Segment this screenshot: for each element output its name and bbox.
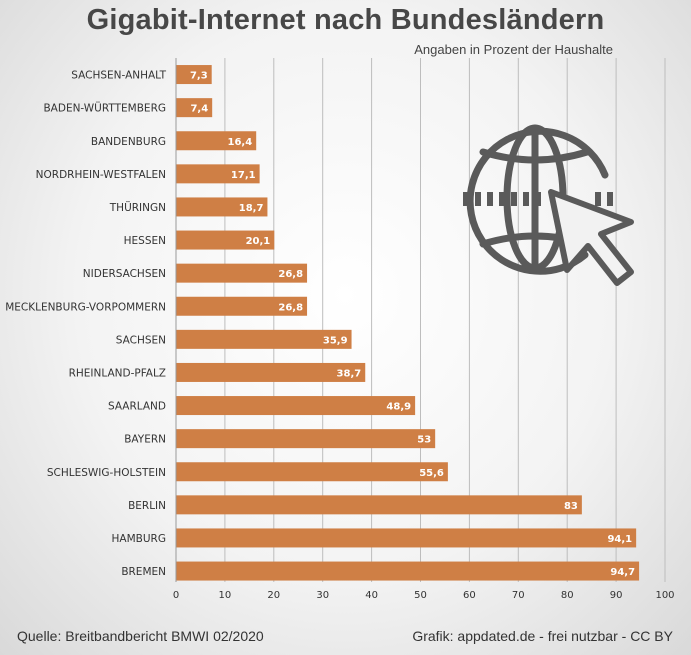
x-tick-label: 0 [173, 590, 179, 601]
bar [176, 197, 268, 217]
category-label: BAYERN [124, 434, 166, 446]
bar [176, 230, 275, 250]
data-label: 7,3 [190, 71, 208, 82]
bar [176, 98, 213, 118]
data-label: 38,7 [337, 368, 362, 379]
data-label: 16,4 [228, 137, 253, 148]
category-label: NIDERSACHSEN [83, 268, 166, 280]
bar [176, 495, 582, 515]
bar [176, 296, 308, 316]
bar [176, 263, 308, 283]
data-label: 35,9 [323, 335, 348, 346]
category-label: SACHSEN-ANHALT [71, 70, 166, 82]
data-label: 48,9 [386, 402, 411, 413]
bar [176, 561, 640, 581]
bar [176, 528, 637, 548]
chart-title: Gigabit-Internet nach Bundesländern [86, 4, 605, 36]
category-label: BANDENBURG [91, 136, 166, 148]
bar [176, 462, 448, 482]
bar [176, 396, 416, 416]
data-label: 26,8 [278, 269, 303, 280]
data-label: 7,4 [190, 104, 208, 115]
bar [176, 131, 257, 151]
bar [176, 164, 260, 184]
data-label: 94,1 [607, 534, 632, 545]
x-tick-label: 40 [365, 590, 378, 601]
x-tick-label: 100 [655, 590, 674, 601]
data-label: 20,1 [246, 236, 271, 247]
source-note: Quelle: Breitbandbericht BMWI 02/2020 [17, 628, 264, 644]
category-label: THÜRINGN [109, 201, 166, 214]
chart-subtitle: Angaben in Prozent der Haushalte [414, 42, 613, 57]
category-label: MECKLENBURG-VORPOMMERN [5, 301, 166, 313]
data-label: 83 [564, 501, 578, 512]
category-label: RHEINLAND-PFALZ [69, 367, 166, 379]
data-label: 17,1 [231, 170, 256, 181]
x-tick-label: 10 [219, 590, 232, 601]
category-label: BERLIN [128, 500, 166, 512]
category-label: HAMBURG [112, 533, 166, 545]
data-label: 18,7 [239, 203, 264, 214]
data-label: 94,7 [610, 567, 635, 578]
globe-cursor-icon [463, 124, 634, 286]
x-tick-label: 90 [610, 590, 623, 601]
bar [176, 362, 366, 382]
category-label: SACHSEN [116, 334, 166, 346]
x-tick-label: 70 [512, 590, 525, 601]
category-label: HESSEN [124, 235, 166, 247]
data-label: 26,8 [278, 302, 303, 313]
category-label: BADEN-WÜRTTEMBERG [43, 102, 166, 115]
x-tick-label: 30 [316, 590, 329, 601]
category-label: SCHLESWIG-HOLSTEIN [47, 467, 166, 479]
category-label: NORDRHEIN-WESTFALEN [36, 169, 166, 181]
x-tick-label: 60 [463, 590, 476, 601]
x-tick-label: 20 [267, 590, 280, 601]
category-label: BREMEN [121, 566, 166, 578]
x-tick-label: 80 [561, 590, 574, 601]
bar [176, 329, 352, 349]
credit-note: Grafik: appdated.de - frei nutzbar - CC … [412, 628, 673, 644]
category-label: SAARLAND [108, 401, 166, 413]
bar [176, 65, 212, 85]
bar-chart: 0 10 20 30 40 50 60 70 80 90 100 SACHSEN-ANHALT 7,3 B… [5, 58, 675, 601]
data-label: 55,6 [419, 468, 444, 479]
bar [176, 429, 436, 449]
x-tick-label: 50 [414, 590, 427, 601]
data-label: 53 [417, 435, 431, 446]
